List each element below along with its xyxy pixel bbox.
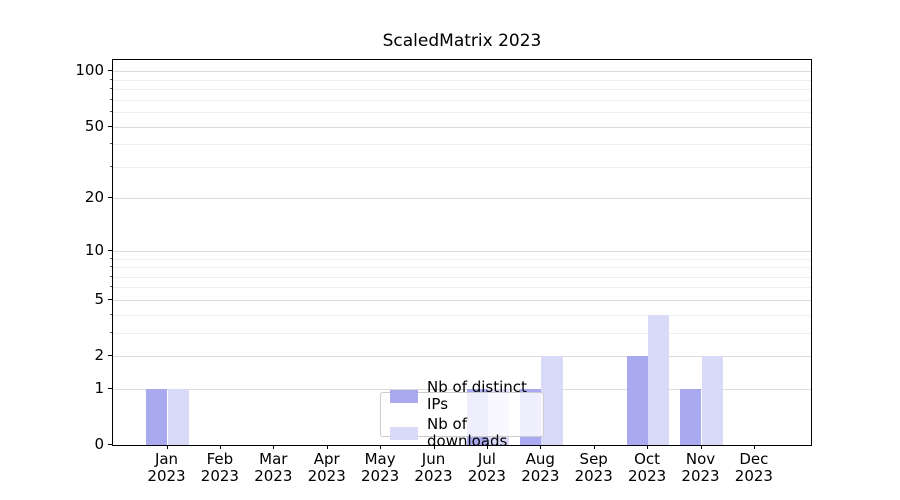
legend: Nb of distinct IPs Nb of downloads: [380, 379, 544, 450]
y-gridline-major: [113, 198, 811, 200]
y-minor-tick-mark: [110, 275, 112, 277]
y-tick-label: 1: [94, 378, 104, 397]
y-minor-tick-mark: [110, 313, 112, 315]
y-minor-tick-mark: [110, 165, 112, 167]
x-tick-mark: [380, 445, 382, 449]
y-gridline-major: [113, 71, 811, 73]
y-minor-tick-mark: [110, 331, 112, 333]
y-minor-tick-mark: [110, 98, 112, 100]
y-minor-tick-mark: [110, 143, 112, 145]
x-tick-mark: [486, 445, 488, 449]
x-tick-label: Dec 2023: [734, 450, 773, 485]
bar-downloads: [541, 356, 563, 445]
y-gridline-minor: [113, 314, 811, 316]
y-minor-tick-mark: [110, 111, 112, 113]
bar-distinct-ips: [146, 388, 168, 445]
y-tick-mark: [108, 298, 112, 300]
y-minor-tick-mark: [110, 88, 112, 90]
legend-swatch-distinct-ips: [390, 389, 418, 403]
x-tick-label: Apr 2023: [307, 450, 346, 485]
x-tick-label: Aug 2023: [521, 450, 560, 485]
chart-title: ScaledMatrix 2023: [382, 31, 542, 51]
y-tick-label: 20: [84, 188, 104, 207]
x-tick-label: Nov 2023: [681, 450, 720, 485]
y-gridline-major: [113, 250, 811, 252]
y-gridline-minor: [113, 89, 811, 91]
y-gridline-minor: [113, 287, 811, 289]
bar-distinct-ips: [626, 356, 649, 445]
y-gridline-major: [113, 299, 811, 301]
x-tick-label: Feb 2023: [200, 450, 239, 485]
x-tick-mark: [433, 445, 435, 449]
y-tick-mark: [108, 249, 112, 251]
y-minor-tick-mark: [110, 78, 112, 80]
y-gridline-major: [113, 388, 811, 390]
x-tick-mark: [753, 445, 755, 449]
x-tick-mark: [647, 445, 649, 449]
x-tick-mark: [166, 445, 168, 449]
x-axis: Jan 2023 Feb 2023 Mar 2023 Apr 2023 May 2023…: [112, 445, 810, 495]
x-tick-label: May 2023: [361, 450, 400, 485]
y-gridline-minor: [113, 276, 811, 278]
x-tick-mark: [273, 445, 275, 449]
y-gridline-major: [113, 126, 811, 128]
x-tick-mark: [219, 445, 221, 449]
x-tick-label: Mar 2023: [254, 450, 293, 485]
y-tick-mark: [108, 70, 112, 72]
y-gridline-minor: [113, 99, 811, 101]
x-tick-mark: [540, 445, 542, 449]
y-gridline-minor: [113, 144, 811, 146]
legend-item-downloads: Nb of downloads: [388, 416, 536, 450]
y-gridline-minor: [113, 267, 811, 269]
y-gridline-minor: [113, 332, 811, 334]
y-gridline-major: [113, 356, 811, 358]
y-tick-label: 100: [75, 61, 104, 80]
y-gridline-minor: [113, 79, 811, 81]
y-minor-tick-mark: [110, 266, 112, 268]
x-tick-mark: [593, 445, 595, 449]
bar-distinct-ips: [680, 388, 702, 445]
legend-swatch-downloads: [390, 426, 418, 440]
y-tick-mark: [108, 125, 112, 127]
y-axis: 0 1 2 5 10 20 50 100: [0, 59, 113, 453]
y-minor-tick-mark: [110, 286, 112, 288]
y-tick-mark: [108, 444, 112, 445]
bar-downloads: [648, 314, 670, 445]
y-gridline-minor: [113, 166, 811, 168]
x-tick-label: Jul 2023: [467, 450, 506, 485]
bar-downloads: [701, 356, 723, 445]
y-tick-mark: [108, 197, 112, 199]
x-tick-label: Jan 2023: [147, 450, 186, 485]
x-tick-label: Oct 2023: [628, 450, 667, 485]
x-tick-mark: [700, 445, 702, 449]
y-tick-label: 10: [84, 240, 104, 259]
y-gridline-minor: [113, 112, 811, 114]
legend-label-downloads: Nb of downloads: [427, 415, 508, 450]
y-tick-label: 2: [94, 346, 104, 365]
x-tick-mark: [326, 445, 328, 449]
x-tick-label: Sep 2023: [574, 450, 613, 485]
legend-item-distinct-ips: Nb of distinct IPs: [388, 379, 536, 413]
x-tick-label: Jun 2023: [414, 450, 453, 485]
y-tick-mark: [108, 387, 112, 389]
y-minor-tick-mark: [110, 257, 112, 259]
y-tick-mark: [108, 355, 112, 357]
legend-label-distinct-ips: Nb of distinct IPs: [427, 378, 527, 413]
y-gridline-minor: [113, 258, 811, 260]
y-tick-label: 0: [94, 435, 104, 453]
y-tick-label: 5: [94, 289, 104, 308]
y-tick-label: 50: [84, 116, 104, 135]
bar-downloads: [167, 388, 189, 445]
